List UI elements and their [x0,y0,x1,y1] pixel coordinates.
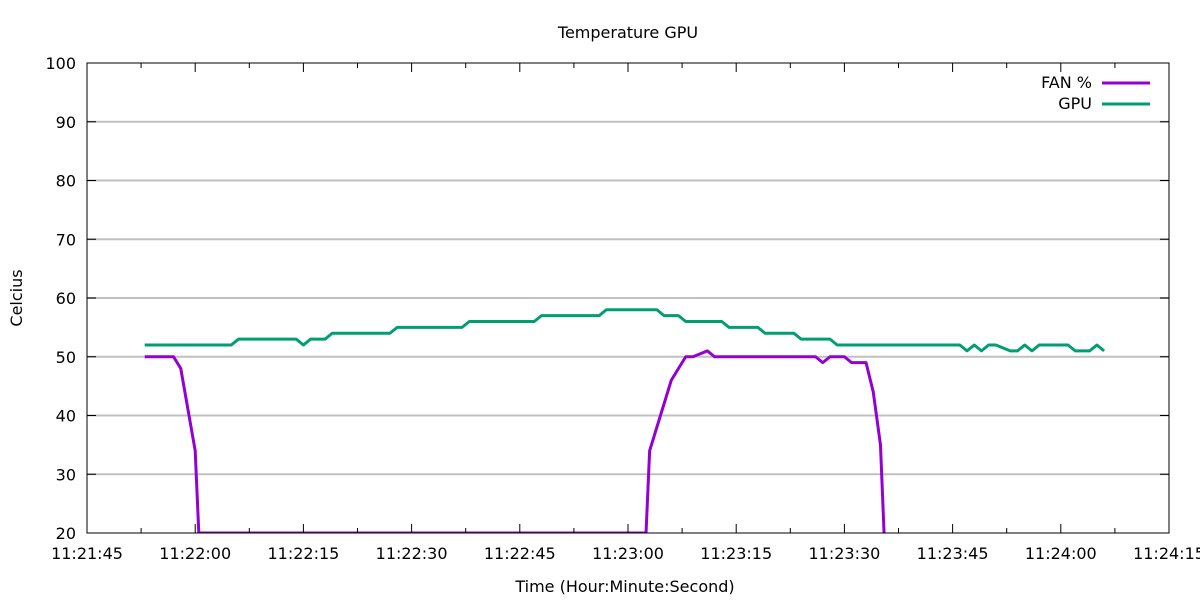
x-tick-label: 11:23:45 [917,544,989,563]
chart-title: Temperature GPU [557,23,698,42]
series-line-fan [144,349,886,533]
legend-label: GPU [1058,94,1092,113]
x-tick-label: 11:22:30 [376,544,448,563]
x-axis-title: Time (Hour:Minute:Second) [514,577,734,596]
x-tick-label: 11:21:45 [51,544,123,563]
y-tick-label: 20 [56,524,76,543]
x-tick-label: 11:22:45 [484,544,556,563]
grid-layer [87,120,1169,476]
x-tick-label: 11:24:15 [1133,544,1200,563]
x-tick-label: 11:23:15 [700,544,772,563]
x-tick-label: 11:22:00 [159,544,231,563]
y-axis-title: Celcius [7,269,26,326]
series-layer [144,308,1106,533]
legend: FAN % GPU [1041,73,1150,113]
y-tick-label: 80 [56,172,76,191]
y-tick-label: 30 [56,465,76,484]
y-tick-label: 70 [56,230,76,249]
x-tick-label: 11:23:00 [592,544,664,563]
y-tick-label: 60 [56,289,76,308]
x-tick-label: 11:23:30 [808,544,880,563]
y-tick-label: 100 [45,54,76,73]
x-tick-label: 11:24:00 [1025,544,1097,563]
y-tick-label: 90 [56,113,76,132]
ticks-layer: 20 30 40 50 60 70 80 90 100 11:21:45 11:22:00 11:22… [45,54,1200,563]
legend-label: FAN % [1041,73,1092,92]
y-tick-label: 40 [56,407,76,426]
x-tick-label: 11:22:15 [267,544,339,563]
y-tick-label: 50 [56,348,76,367]
series-line-gpu [144,308,1106,353]
